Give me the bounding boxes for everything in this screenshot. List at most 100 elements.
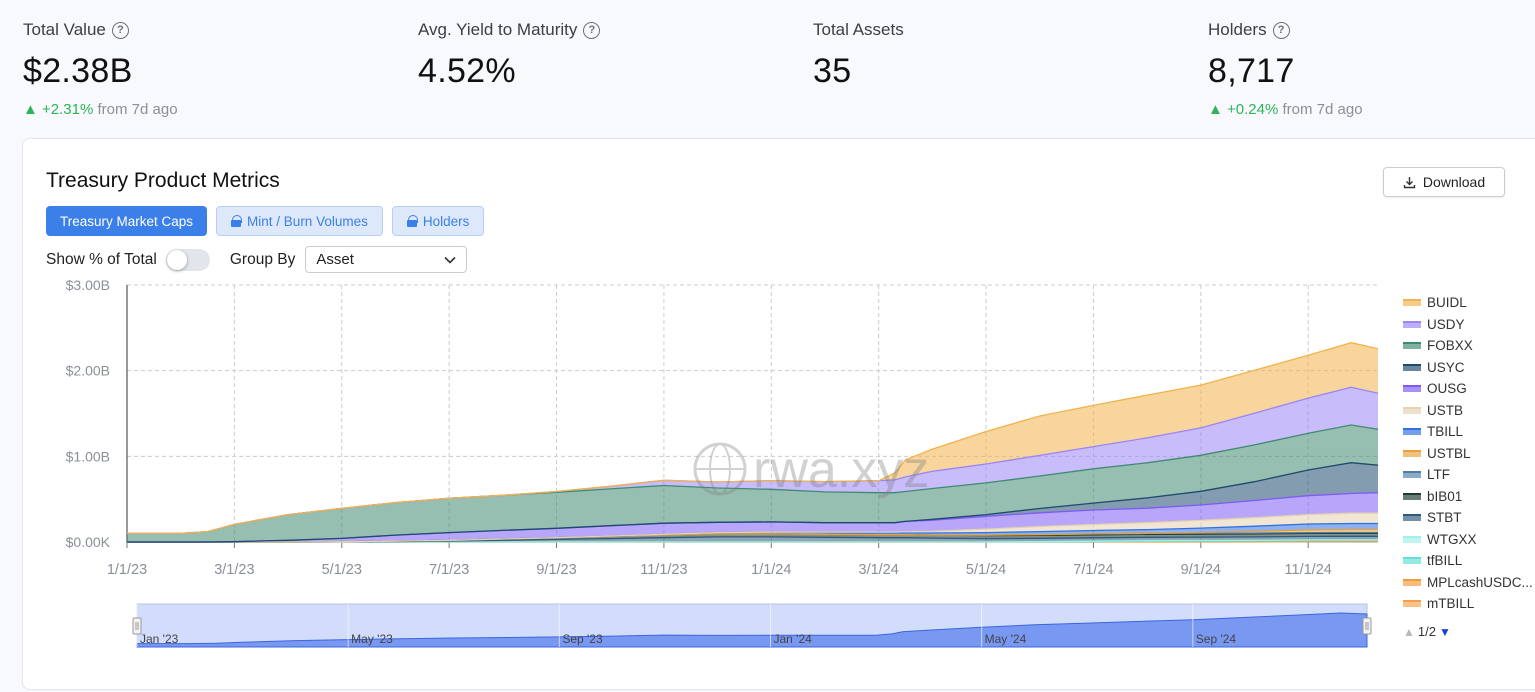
series-line-buidl — [127, 342, 1379, 535]
chart-area[interactable]: $0.00K $1.00B $2.00B $3.00B 1/1/23 3/1/23 5/1/… — [23, 139, 1398, 659]
arrow-up-icon: ▲ — [23, 101, 38, 118]
x-tick-label: 7/1/23 — [429, 562, 469, 578]
globe-meridian — [709, 443, 731, 495]
stat-label: Holders? — [1208, 20, 1363, 40]
stat-total-assets: Total Assets 35 — [813, 20, 904, 91]
y-tick-label: $1.00B — [66, 448, 110, 464]
legend-swatch — [1403, 557, 1421, 565]
legend-swatch — [1403, 320, 1421, 328]
chart-card: Treasury Product Metrics Download ⋮ Trea… — [22, 138, 1535, 690]
legend-swatch — [1403, 406, 1421, 414]
y-tick-label: $0.00K — [66, 534, 111, 550]
stat-label-text: Total Value — [23, 20, 106, 39]
series-area-stbt — [127, 536, 1378, 542]
tab-label: Treasury Market Caps — [60, 213, 194, 229]
legend-swatch — [1403, 471, 1421, 479]
legend-item[interactable]: USYC — [1403, 357, 1533, 379]
globe-icon — [693, 442, 747, 496]
legend-item[interactable]: LTF — [1403, 464, 1533, 486]
show-pct-toggle[interactable] — [165, 248, 210, 271]
legend-label: STBT — [1427, 510, 1462, 526]
show-pct-label: Show % of Total — [46, 250, 157, 268]
legend-label: BUIDL — [1427, 295, 1467, 311]
legend-swatch — [1403, 363, 1421, 371]
download-button[interactable]: Download — [1383, 167, 1505, 197]
toggle-knob — [166, 249, 187, 270]
legend-item[interactable]: FOBXX — [1403, 335, 1533, 357]
group-by-select[interactable]: Asset — [305, 246, 468, 273]
chart-legend: BUIDL USDY FOBXX USYC OUSG USTB TBILL USTBL LTF b… — [1403, 292, 1533, 615]
arrow-up-icon: ▲ — [1208, 101, 1223, 118]
chevron-down-icon — [444, 256, 456, 264]
legend-item[interactable]: WTGXX — [1403, 529, 1533, 551]
legend-label: OUSG — [1427, 381, 1467, 397]
pager-prev-icon[interactable]: ▲ — [1403, 624, 1415, 639]
tab-label: Mint / Burn Volumes — [247, 213, 368, 229]
tab-mint-burn-volumes[interactable]: Mint / Burn Volumes — [216, 206, 383, 236]
more-options-icon[interactable]: ⋮ — [1529, 173, 1535, 193]
stat-avg-yield: Avg. Yield to Maturity? 4.52% — [418, 20, 601, 91]
chart-controls: Show % of Total Group By Asset — [46, 246, 468, 273]
stat-value: 8,717 — [1208, 52, 1295, 90]
y-tick-label: $2.00B — [66, 363, 110, 379]
legend-swatch — [1403, 578, 1421, 586]
legend-item[interactable]: OUSG — [1403, 378, 1533, 400]
stats-bar: Total Value? $2.38B ▲ +2.31% from 7d ago… — [0, 0, 1535, 130]
help-icon[interactable]: ? — [1272, 21, 1290, 39]
legend-item[interactable]: tfBILL — [1403, 550, 1533, 572]
x-tick-label: 3/1/23 — [214, 562, 254, 578]
change-percent: +2.31% — [42, 101, 94, 118]
x-tick-label: 5/1/23 — [322, 562, 362, 578]
download-label: Download — [1422, 174, 1486, 190]
x-tick-label: 1/1/24 — [751, 562, 791, 578]
navigator-tick-label: Sep '23 — [562, 632, 603, 646]
card-title: Treasury Product Metrics — [46, 169, 280, 192]
x-tick-label: 1/1/23 — [107, 562, 147, 578]
watermark-text: rwa.xyz — [753, 441, 929, 499]
legend-label: USYC — [1427, 359, 1465, 375]
stat-label-text: Holders — [1208, 20, 1267, 39]
series-area-buidl — [127, 342, 1378, 534]
metric-tabs: Treasury Market Caps Mint / Burn Volumes… — [46, 206, 485, 236]
legend-label: MPLcashUSDC... — [1427, 574, 1533, 590]
x-tick-label: 7/1/24 — [1073, 562, 1113, 578]
help-icon[interactable]: ? — [583, 21, 601, 39]
stat-label-text: Avg. Yield to Maturity — [418, 20, 578, 39]
legend-item[interactable]: BUIDL — [1403, 292, 1533, 314]
legend-item[interactable]: STBT — [1403, 507, 1533, 529]
legend-swatch — [1403, 449, 1421, 457]
change-percent: +0.24% — [1227, 101, 1279, 118]
pager-next-icon[interactable]: ▼ — [1438, 624, 1451, 639]
tab-treasury-market-caps[interactable]: Treasury Market Caps — [46, 206, 208, 236]
stat-total-value: Total Value? $2.38B ▲ +2.31% from 7d ago — [23, 20, 178, 118]
legend-swatch — [1403, 492, 1421, 500]
legend-item[interactable]: MPLcashUSDC... — [1403, 572, 1533, 594]
legend-label: tfBILL — [1427, 553, 1463, 569]
help-icon[interactable]: ? — [111, 21, 129, 39]
x-tick-label: 3/1/24 — [859, 562, 899, 578]
x-tick-label: 5/1/24 — [966, 562, 1006, 578]
navigator-series — [136, 612, 1368, 648]
tab-label: Holders — [422, 213, 470, 229]
stat-label: Total Value? — [23, 20, 178, 40]
tab-holders[interactable]: Holders — [391, 206, 485, 236]
legend-label: TBILL — [1427, 424, 1464, 440]
legend-item[interactable]: TBILL — [1403, 421, 1533, 443]
legend-item[interactable]: bIB01 — [1403, 486, 1533, 508]
watermark: rwa.xyz — [693, 441, 929, 499]
legend-swatch — [1403, 535, 1421, 543]
group-by-label: Group By — [229, 250, 296, 268]
navigator-handle[interactable] — [1362, 617, 1372, 635]
lock-icon — [231, 215, 243, 227]
legend-item[interactable]: mTBILL — [1403, 593, 1533, 615]
navigator-handle[interactable] — [132, 617, 142, 635]
series-line-usyc — [127, 462, 1379, 543]
series-area-ustb — [127, 513, 1378, 542]
legend-swatch — [1403, 514, 1421, 522]
stat-label-text: Total Assets — [813, 20, 904, 39]
legend-item[interactable]: USDY — [1403, 314, 1533, 336]
series-area-usyc — [127, 462, 1378, 542]
legend-item[interactable]: USTB — [1403, 400, 1533, 422]
stat-value: $2.38B — [23, 52, 133, 90]
legend-item[interactable]: USTBL — [1403, 443, 1533, 465]
